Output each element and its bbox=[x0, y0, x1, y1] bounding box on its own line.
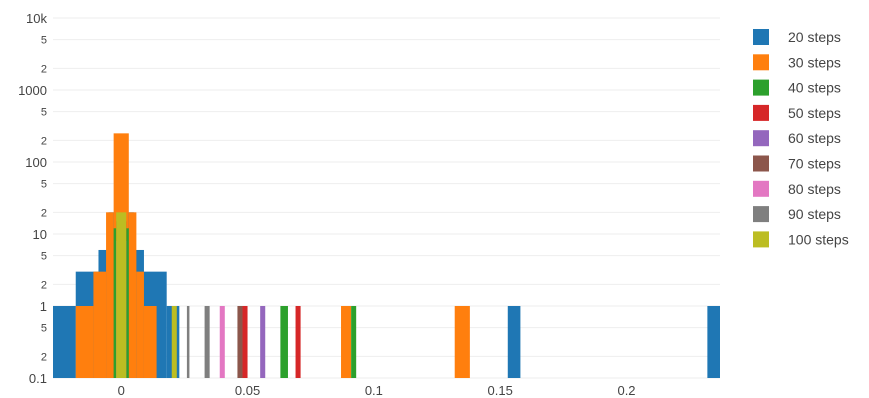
legend-label: 90 steps bbox=[788, 206, 841, 222]
legend-swatch bbox=[753, 231, 769, 248]
y-axis: 0.1 2 5 1 2 5 10 2 5 100 2 5 1000 2 5 10k bbox=[18, 11, 47, 386]
legend-label: 30 steps bbox=[788, 54, 841, 70]
histogram-bar bbox=[53, 306, 76, 378]
legend-swatch bbox=[753, 79, 769, 96]
histogram-bar bbox=[171, 306, 177, 378]
x-tick-label: 0.05 bbox=[235, 383, 260, 398]
series-9 bbox=[116, 212, 177, 378]
histogram-bar bbox=[93, 271, 107, 378]
legend-swatch bbox=[753, 104, 769, 121]
x-tick-label: 0.2 bbox=[617, 383, 635, 398]
histogram-bar bbox=[341, 306, 352, 378]
legend-item[interactable]: 100 steps bbox=[753, 231, 849, 248]
y-tick-label: 1 bbox=[40, 299, 47, 314]
histogram-bar bbox=[136, 271, 144, 378]
histogram-bar bbox=[242, 306, 248, 378]
y-tick-label: 5 bbox=[41, 179, 47, 191]
histogram-bar bbox=[295, 306, 301, 378]
histogram-bar bbox=[128, 212, 137, 378]
legend-label: 40 steps bbox=[788, 80, 841, 96]
grid-layer bbox=[53, 17, 720, 379]
y-tick-label: 100 bbox=[25, 155, 47, 170]
legend-label: 70 steps bbox=[788, 156, 841, 172]
histogram-bar bbox=[280, 306, 288, 378]
histogram-bar bbox=[219, 306, 225, 378]
legend-item[interactable]: 20 steps bbox=[753, 29, 841, 45]
legend-item[interactable]: 40 steps bbox=[753, 79, 841, 96]
histogram-bar bbox=[186, 306, 190, 378]
bars-layer bbox=[53, 133, 720, 378]
legend-item[interactable]: 70 steps bbox=[753, 155, 841, 172]
y-tick-label: 5 bbox=[41, 35, 47, 47]
legend-swatch bbox=[753, 180, 769, 197]
legend-swatch bbox=[753, 155, 769, 172]
legend-item[interactable]: 60 steps bbox=[753, 130, 841, 147]
histogram-bar bbox=[116, 212, 127, 378]
legend-label: 80 steps bbox=[788, 181, 841, 197]
y-tick-label: 5 bbox=[41, 251, 47, 263]
legend-item[interactable]: 30 steps bbox=[753, 54, 841, 71]
legend-label: 100 steps bbox=[788, 231, 849, 247]
y-tick-label: 1000 bbox=[18, 83, 47, 98]
histogram-bar bbox=[237, 306, 243, 378]
histogram-bar bbox=[260, 306, 266, 378]
x-tick-label: 0.15 bbox=[488, 383, 513, 398]
histogram-bar bbox=[204, 306, 210, 378]
y-tick-label: 2 bbox=[41, 63, 47, 75]
legend: 20 steps 30 steps 40 steps 50 steps 60 steps… bbox=[753, 29, 849, 248]
histogram-bar bbox=[143, 306, 157, 378]
y-tick-label: 2 bbox=[41, 279, 47, 291]
histogram-bar bbox=[454, 306, 470, 378]
histogram-bar bbox=[707, 306, 720, 378]
legend-swatch bbox=[753, 206, 769, 223]
legend-item[interactable]: 90 steps bbox=[753, 206, 841, 223]
y-tick-label: 10 bbox=[33, 227, 47, 242]
y-tick-label: 5 bbox=[41, 107, 47, 119]
y-tick-label: 5 bbox=[41, 323, 47, 335]
x-axis: 0 0.05 0.1 0.15 0.2 bbox=[118, 383, 636, 398]
y-tick-label: 2 bbox=[41, 207, 47, 219]
legend-label: 50 steps bbox=[788, 105, 841, 121]
histogram-bar bbox=[75, 306, 94, 378]
legend-swatch bbox=[753, 130, 769, 147]
x-tick-label: 0 bbox=[118, 383, 125, 398]
legend-swatch bbox=[753, 29, 769, 45]
y-tick-label: 2 bbox=[41, 351, 47, 363]
y-tick-label: 0.1 bbox=[29, 371, 47, 386]
y-tick-label: 2 bbox=[41, 135, 47, 147]
histogram-bar bbox=[507, 306, 521, 378]
histogram-bar bbox=[106, 212, 114, 378]
histogram-bar bbox=[351, 306, 357, 378]
y-tick-label: 10k bbox=[26, 11, 47, 26]
legend-item[interactable]: 80 steps bbox=[753, 180, 841, 197]
legend-swatch bbox=[753, 54, 769, 71]
legend-label: 20 steps bbox=[788, 29, 841, 45]
legend-item[interactable]: 50 steps bbox=[753, 104, 841, 121]
legend-label: 60 steps bbox=[788, 130, 841, 146]
x-tick-label: 0.1 bbox=[365, 383, 383, 398]
